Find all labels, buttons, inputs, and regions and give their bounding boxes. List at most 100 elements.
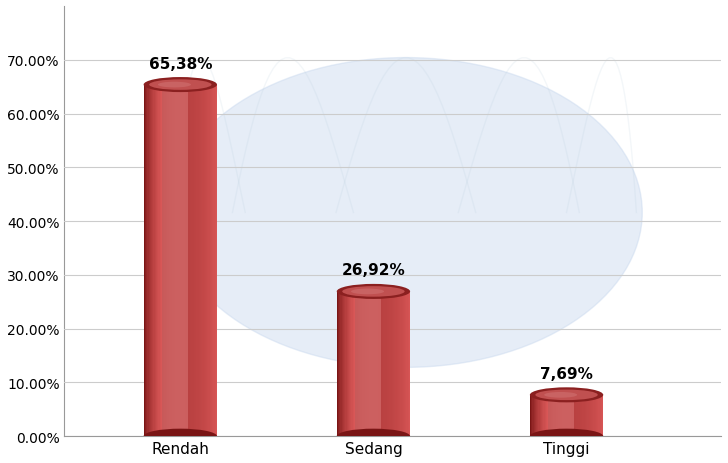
Bar — [601, 395, 602, 436]
Bar — [163, 85, 165, 436]
Bar — [537, 395, 539, 436]
Bar — [376, 292, 377, 436]
Bar — [150, 85, 151, 436]
Bar — [586, 395, 587, 436]
Bar — [400, 292, 402, 436]
Bar — [158, 85, 159, 436]
Bar — [350, 292, 352, 436]
Bar — [178, 85, 179, 436]
Bar — [555, 395, 557, 436]
Bar — [377, 292, 379, 436]
Bar — [596, 395, 597, 436]
Ellipse shape — [143, 429, 217, 444]
Bar — [152, 85, 154, 436]
Bar — [147, 85, 149, 436]
Bar — [205, 85, 206, 436]
Bar — [162, 85, 163, 436]
Bar — [579, 395, 580, 436]
Bar — [598, 395, 600, 436]
Bar — [570, 395, 571, 436]
Bar — [199, 85, 200, 436]
Bar — [188, 85, 189, 436]
Bar — [532, 395, 534, 436]
Bar — [536, 395, 537, 436]
Text: 7,69%: 7,69% — [540, 366, 593, 381]
Bar — [177, 85, 178, 436]
Bar — [584, 395, 585, 436]
Bar — [200, 85, 201, 436]
Ellipse shape — [535, 390, 598, 400]
Bar — [175, 85, 177, 436]
Bar — [157, 85, 158, 436]
Bar — [345, 292, 347, 436]
Bar — [183, 85, 184, 436]
Bar — [365, 292, 366, 436]
Bar — [542, 395, 543, 436]
Bar — [535, 395, 536, 436]
Bar — [559, 395, 561, 436]
Bar — [600, 395, 601, 436]
Bar — [344, 292, 345, 436]
Bar — [383, 292, 384, 436]
Bar — [343, 292, 344, 436]
Bar — [379, 292, 381, 436]
Bar — [206, 85, 207, 436]
Bar — [372, 292, 373, 436]
Bar — [361, 292, 363, 436]
Bar — [593, 395, 595, 436]
Bar — [409, 292, 410, 436]
Bar — [168, 85, 170, 436]
Bar — [181, 85, 183, 436]
Bar — [558, 395, 559, 436]
Ellipse shape — [530, 388, 604, 402]
Bar — [190, 85, 191, 436]
Bar — [143, 85, 145, 436]
Bar — [406, 292, 408, 436]
Bar — [566, 395, 568, 436]
Bar — [597, 395, 598, 436]
Bar — [602, 395, 604, 436]
Bar — [212, 85, 213, 436]
Bar — [355, 292, 356, 436]
Bar — [582, 395, 584, 436]
Circle shape — [170, 58, 642, 368]
Bar — [581, 395, 582, 436]
Bar — [159, 85, 161, 436]
Bar — [395, 292, 397, 436]
Ellipse shape — [337, 284, 410, 299]
Bar — [366, 292, 368, 436]
Bar — [571, 395, 573, 436]
Ellipse shape — [530, 429, 604, 444]
Bar — [387, 292, 388, 436]
Bar — [404, 292, 405, 436]
Bar — [398, 292, 399, 436]
Bar — [349, 292, 350, 436]
Bar — [546, 395, 547, 436]
Bar — [354, 292, 355, 436]
Bar — [202, 85, 204, 436]
Bar — [370, 292, 371, 436]
Bar — [557, 395, 558, 436]
Ellipse shape — [337, 429, 410, 444]
Bar — [197, 85, 199, 436]
Bar — [530, 395, 531, 436]
Bar — [339, 292, 341, 436]
Bar — [392, 292, 393, 436]
Bar — [390, 292, 392, 436]
Bar — [554, 395, 555, 436]
Bar — [156, 85, 157, 436]
Bar — [402, 292, 403, 436]
Bar — [348, 292, 349, 436]
Bar — [552, 395, 553, 436]
Bar — [562, 395, 563, 436]
Bar — [149, 85, 150, 436]
Bar — [215, 85, 217, 436]
Bar — [531, 395, 532, 436]
Bar — [569, 395, 570, 436]
Bar — [545, 395, 546, 436]
Bar — [590, 395, 591, 436]
Bar — [573, 395, 574, 436]
Bar — [405, 292, 406, 436]
Bar — [543, 395, 545, 436]
Bar — [591, 395, 593, 436]
